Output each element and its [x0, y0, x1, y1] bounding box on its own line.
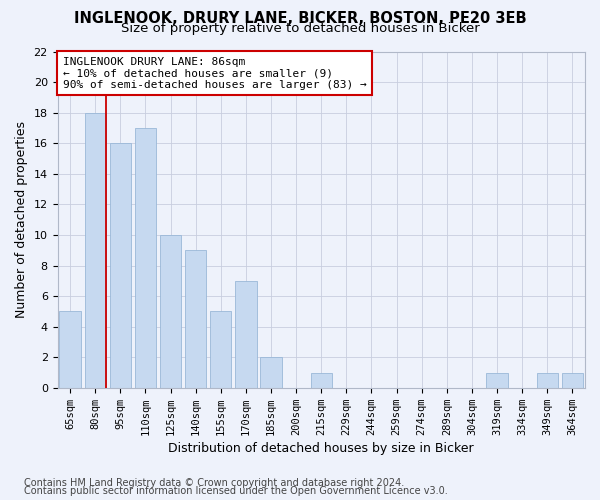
Text: Contains HM Land Registry data © Crown copyright and database right 2024.: Contains HM Land Registry data © Crown c… [24, 478, 404, 488]
Text: INGLENOOK, DRURY LANE, BICKER, BOSTON, PE20 3EB: INGLENOOK, DRURY LANE, BICKER, BOSTON, P… [74, 11, 526, 26]
Text: Size of property relative to detached houses in Bicker: Size of property relative to detached ho… [121, 22, 479, 35]
Bar [235, 281, 257, 388]
Bar [59, 312, 81, 388]
Bar [135, 128, 156, 388]
Bar [536, 372, 558, 388]
Bar [210, 312, 232, 388]
Bar [562, 372, 583, 388]
Bar [110, 143, 131, 388]
Bar [185, 250, 206, 388]
Text: INGLENOOK DRURY LANE: 86sqm
← 10% of detached houses are smaller (9)
90% of semi: INGLENOOK DRURY LANE: 86sqm ← 10% of det… [63, 56, 367, 90]
Bar [85, 112, 106, 388]
Bar [160, 235, 181, 388]
Text: Contains public sector information licensed under the Open Government Licence v3: Contains public sector information licen… [24, 486, 448, 496]
X-axis label: Distribution of detached houses by size in Bicker: Distribution of detached houses by size … [169, 442, 474, 455]
Y-axis label: Number of detached properties: Number of detached properties [15, 121, 28, 318]
Bar [311, 372, 332, 388]
Bar [260, 358, 282, 388]
Bar [487, 372, 508, 388]
